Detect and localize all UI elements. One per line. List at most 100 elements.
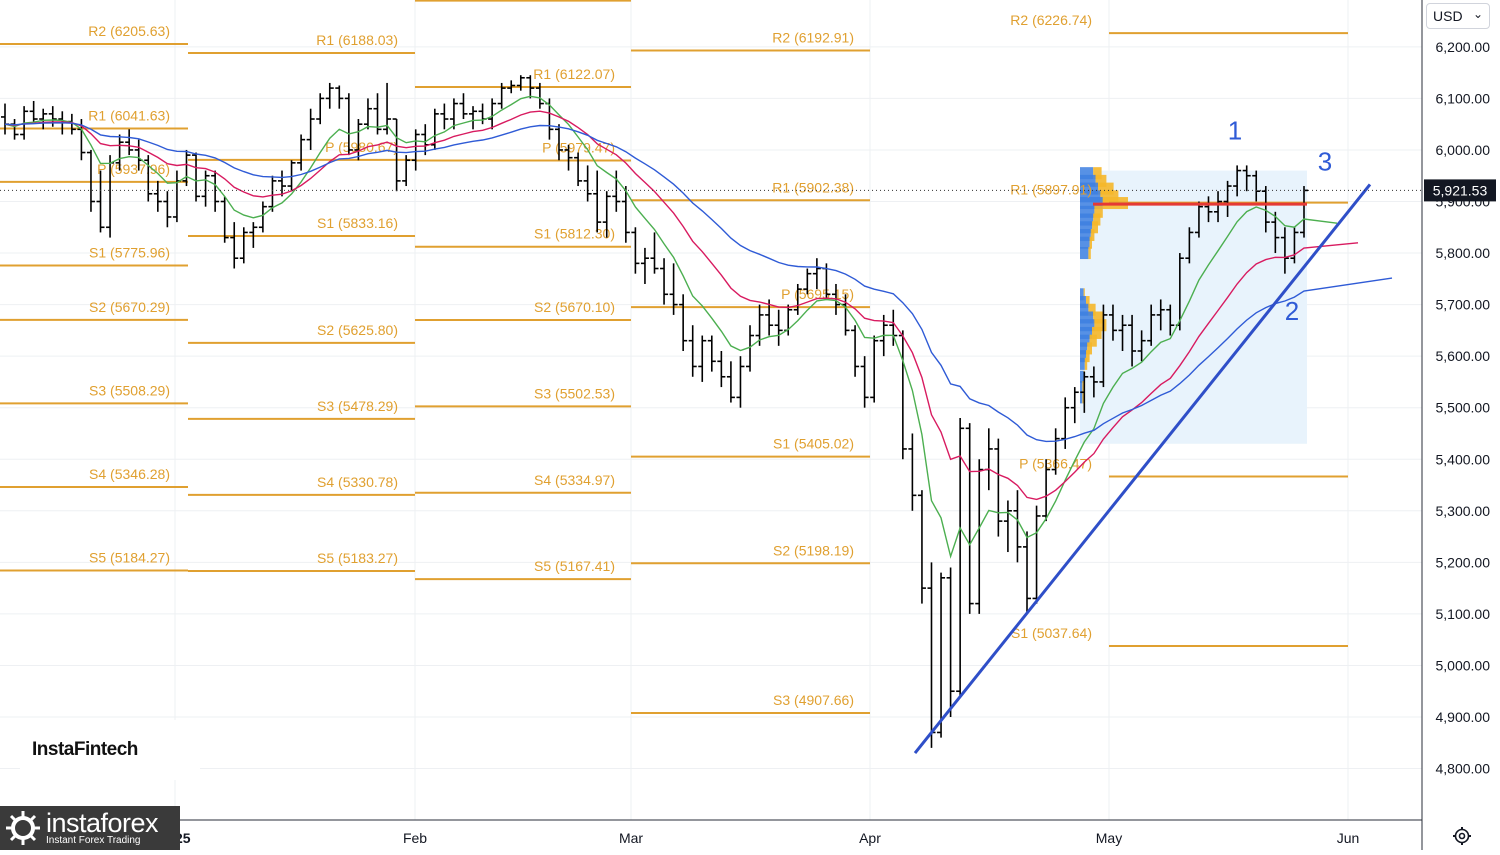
price-tick-label: 4,800.00 [1436, 761, 1491, 777]
ohlc-bar [459, 93, 468, 120]
volume-profile-bar [1080, 357, 1085, 370]
ohlc-bar [1128, 314, 1137, 367]
ohlc-bar [1156, 299, 1165, 331]
ohlc-bar [1261, 186, 1270, 233]
ohlc-bar [583, 165, 592, 202]
ohlc-bar [1166, 304, 1175, 336]
ohlc-bar [917, 490, 926, 604]
ohlc-bar [564, 144, 573, 171]
volume-profile-bar [1087, 342, 1092, 355]
ema-slow-line [4, 122, 1393, 443]
ohlc-bar [774, 309, 783, 346]
chevron-down-icon: ⌄ [1472, 7, 1483, 21]
instaforex-logo: instaforex Instant Forex Trading [0, 806, 180, 850]
ohlc-bar [1223, 180, 1232, 217]
ohlc-bar [316, 93, 325, 125]
ohlc-bar [144, 155, 153, 202]
pivot-label: S5 (5167.41) [534, 558, 615, 574]
instafintech-text: InstaFintech [32, 739, 138, 760]
ohlc-bar [707, 335, 716, 372]
ohlc-bar [660, 258, 669, 305]
ohlc-bar [153, 180, 162, 212]
ohlc-bar [1013, 490, 1022, 563]
ohlc-bar [1108, 304, 1117, 341]
price-tick-label: 6,000.00 [1436, 142, 1491, 158]
ohlc-bar [516, 75, 525, 91]
ohlc-bar [402, 155, 411, 187]
price-axis-panel [1422, 0, 1500, 850]
volume-profile-bar [1082, 381, 1084, 394]
ohlc-bar [1271, 211, 1280, 254]
pivot-label: R1 (5897.91) [1010, 182, 1092, 198]
ohlc-bar [755, 304, 764, 346]
price-tick-label: 5,800.00 [1436, 245, 1491, 261]
ohlc-bar [297, 134, 306, 171]
ohlc-bar [363, 98, 372, 130]
pivot-label: S2 (5670.10) [534, 299, 615, 315]
ohlc-bar [1051, 428, 1060, 475]
pivot-label: S2 (5198.19) [773, 542, 854, 558]
pivot-label: S1 (5775.96) [89, 244, 170, 260]
wave-label: 3 [1318, 147, 1332, 177]
ohlc-bar [640, 247, 649, 284]
pivot-label: S5 (5184.27) [89, 549, 170, 565]
pivot-label: S4 (5334.97) [534, 472, 615, 488]
ohlc-bar [870, 335, 879, 403]
pivot-label: S2 (5625.80) [317, 322, 398, 338]
ohlc-bar [554, 124, 563, 161]
volume-profile-bar [1086, 350, 1090, 363]
ohlc-bar [192, 152, 201, 202]
price-tick-label: 5,700.00 [1436, 297, 1491, 313]
current-price-tag-bg [1424, 179, 1496, 202]
ohlc-bar [287, 160, 296, 192]
ohlc-bar [679, 294, 688, 351]
ohlc-bar [1194, 201, 1203, 238]
ohlc-bar [765, 299, 774, 336]
ohlc-bar [937, 572, 946, 738]
date-tick-label: Mar [619, 830, 643, 846]
ohlc-bar [726, 361, 735, 403]
ohlc-bar [793, 283, 802, 315]
ohlc-bar [488, 98, 497, 130]
ohlc-bar [507, 80, 516, 94]
ohlc-bar [220, 196, 229, 243]
ohlc-bar [172, 170, 181, 223]
volume-profile-bar [1080, 342, 1088, 355]
date-tick-label: Feb [403, 830, 427, 846]
ohlc-bar [1233, 165, 1242, 197]
price-tick-label: 5,600.00 [1436, 348, 1491, 364]
volume-profile-bar [1090, 229, 1095, 242]
pivot-label: S5 (5183.27) [317, 550, 398, 566]
ohlc-bar [889, 309, 898, 346]
ohlc-bar [803, 268, 812, 295]
volume-profile-area [1080, 170, 1307, 444]
date-tick-label: May [1096, 830, 1122, 846]
ohlc-bar [1003, 500, 1012, 553]
ohlc-bar [1242, 165, 1251, 192]
trendline [913, 183, 1372, 755]
volume-profile-bar [1082, 391, 1084, 404]
ohlc-bar [497, 82, 506, 109]
ohlc-bar [1023, 531, 1032, 614]
ohlc-bar [115, 134, 124, 171]
currency-dropdown[interactable]: USD ⌄ [1426, 3, 1490, 29]
ema-mid-line [4, 110, 1359, 501]
ohlc-bar [612, 170, 621, 212]
ohlc-bar [631, 227, 640, 274]
ohlc-bar [535, 82, 544, 109]
ohlc-bar [1137, 330, 1146, 362]
ohlc-bar [201, 170, 210, 207]
ohlc-bar [965, 423, 974, 614]
pivot-label: S1 (5037.64) [1011, 625, 1092, 641]
ohlc-bar [163, 191, 172, 228]
ohlc-bar [440, 103, 449, 130]
pivot-label: S3 (5502.53) [534, 385, 615, 401]
ohlc-bar [86, 149, 95, 212]
gear-icon[interactable] [1452, 826, 1472, 846]
ohlc-bar [239, 227, 248, 264]
ohlc-bar [1204, 196, 1213, 223]
ohlc-bar [478, 103, 487, 125]
ohlc-bar [354, 119, 363, 161]
